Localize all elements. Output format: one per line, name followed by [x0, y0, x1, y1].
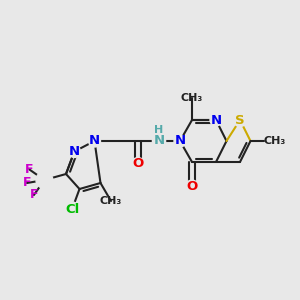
- Text: CH₃: CH₃: [181, 93, 203, 103]
- Circle shape: [88, 135, 101, 147]
- Circle shape: [68, 146, 80, 158]
- Circle shape: [233, 113, 247, 127]
- Text: N: N: [69, 145, 80, 158]
- Circle shape: [132, 158, 144, 169]
- Circle shape: [64, 202, 80, 217]
- Circle shape: [36, 172, 53, 188]
- Text: CH₃: CH₃: [100, 196, 122, 206]
- Text: N: N: [210, 113, 222, 127]
- Text: Cl: Cl: [65, 203, 79, 216]
- Circle shape: [210, 114, 222, 126]
- Text: F: F: [30, 188, 38, 202]
- Text: O: O: [186, 179, 198, 193]
- Text: S: S: [235, 113, 245, 127]
- Text: N: N: [174, 134, 186, 148]
- Circle shape: [152, 134, 166, 148]
- Text: N: N: [89, 134, 100, 148]
- Text: O: O: [132, 157, 144, 170]
- Text: F: F: [25, 163, 34, 176]
- Circle shape: [186, 180, 198, 192]
- Text: F: F: [23, 176, 31, 190]
- Text: CH₃: CH₃: [264, 136, 286, 146]
- Text: N: N: [153, 134, 165, 148]
- Text: H: H: [154, 124, 164, 135]
- Circle shape: [174, 135, 186, 147]
